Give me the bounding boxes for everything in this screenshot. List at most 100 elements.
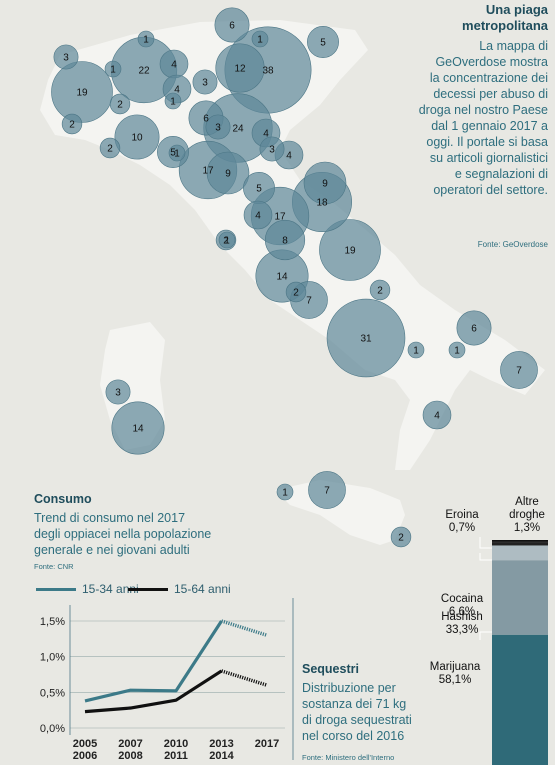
bubble-label: 17: [274, 212, 286, 223]
bubble-1: [251, 30, 269, 48]
bracket-hashish: [479, 631, 492, 640]
consumo-subtitle-line-3: generale e nei giovani adulti: [34, 543, 190, 557]
bubble-9: [303, 161, 347, 205]
series-projection-15-34: [220, 619, 268, 637]
bubble-6: [214, 7, 250, 43]
x-tick-label: 2008: [118, 750, 142, 762]
bubble-label: 14: [132, 424, 144, 435]
sicily-shape: [275, 480, 405, 545]
map-title-line1: Una piaga: [485, 2, 548, 17]
bubble-label: 12: [234, 64, 246, 75]
bubble-label: 24: [232, 124, 244, 135]
bubble-7: [500, 351, 538, 389]
bubble-31: [326, 298, 406, 378]
bubble-label: 3: [269, 145, 275, 156]
bubble-8: [264, 219, 306, 261]
map-title-line2: metropolitana: [462, 18, 548, 33]
bubble-label: 4: [263, 129, 269, 140]
bubble-label: 4: [286, 151, 292, 162]
map-description-line-5: droga nel nostro Paese: [418, 103, 548, 117]
bubble-label: 2: [117, 100, 123, 111]
bubble-19: [319, 219, 381, 281]
map-title: Una piaga metropolitana: [462, 2, 548, 34]
bubble-3: [192, 69, 218, 95]
y-tick-label: 0,5%: [40, 687, 65, 699]
legend-label-15-34: 15-34 anni: [82, 582, 139, 596]
bubble-2: [109, 93, 131, 115]
bubble-2: [390, 526, 412, 548]
x-tick-label: 2017: [255, 738, 279, 750]
bubble-label: 14: [276, 272, 288, 283]
bubble-2: [61, 113, 83, 135]
bubble-label: 3: [63, 53, 69, 64]
bar-segment-marijuana: [492, 634, 548, 765]
bubble-label: 3: [202, 78, 208, 89]
bubble-label: 1: [257, 35, 263, 46]
map-description-line-10: operatori del settore.: [433, 183, 548, 197]
bar-segment-cocaina: [492, 545, 548, 561]
series-line-15-64: [84, 669, 223, 714]
bubble-label: 5: [170, 148, 176, 159]
x-tick-label: 2014: [209, 750, 234, 762]
x-tick-label: 2006: [73, 750, 97, 762]
bar-value-label: 6,6%: [449, 606, 475, 618]
legend-swatch-black: [128, 587, 168, 591]
sequestri-source: Fonte: Ministero dell'Interno: [302, 753, 395, 762]
sequestri-subtitle-line-1: Distribuzione per: [302, 681, 396, 695]
bubble-12: [215, 43, 265, 93]
bubble-14: [111, 401, 165, 455]
map-description-line-3: la concentrazione dei: [429, 71, 548, 85]
bracket-cocaina: [479, 553, 492, 561]
bubble-label: 1: [170, 97, 176, 108]
consumo-title: Consumo: [34, 492, 92, 506]
legend-label-15-64: 15-64 anni: [174, 582, 231, 596]
bar-segment-hashish: [492, 560, 548, 635]
map-description-line-9: e segnalazioni di: [454, 167, 548, 181]
bubble-label: 6: [471, 324, 477, 335]
bubble-label: 3: [215, 123, 221, 134]
bar-category-label-2: droghe: [509, 509, 545, 521]
bar-category-label: Marijuana: [430, 661, 481, 673]
sequestri-subtitle-line-2: sostanza dei 71 kg: [302, 697, 407, 711]
bubble-label: 4: [255, 211, 261, 222]
bubble-label: 10: [131, 133, 143, 144]
bubble-label: 1: [143, 35, 149, 46]
bubble-label: 1: [224, 236, 230, 247]
bubble-label: 9: [225, 169, 231, 180]
bubble-label: 1: [110, 65, 116, 76]
bubble-1: [448, 341, 466, 359]
bar-segment-eroina: [492, 541, 548, 543]
bubble-label: 2: [223, 236, 229, 247]
bar-value-label: 0,7%: [449, 522, 475, 534]
bubble-label: 19: [344, 246, 356, 257]
series-line-15-34: [84, 620, 223, 703]
consumo-subtitle-line-1: Trend di consumo nel 2017: [34, 511, 186, 525]
bubble-label: 2: [69, 120, 75, 131]
bubble-2: [99, 137, 121, 159]
bar-category-label: Hashish: [441, 611, 483, 623]
sequestri-subtitle-line-4: nel corso del 2016: [302, 729, 405, 743]
bubble-4: [422, 400, 452, 430]
bubble-5: [307, 26, 339, 58]
bubble-1: [164, 92, 182, 110]
bubble-label: 1: [454, 346, 460, 357]
bubble-label: 2: [377, 286, 383, 297]
x-tick-label: 2013: [209, 738, 233, 750]
bubble-label: 6: [229, 21, 235, 32]
bubble-label: 2: [398, 533, 404, 544]
legend-15-64: 15-64 anni: [128, 582, 231, 596]
bubble-1: [407, 341, 425, 359]
bar-category-label: Altre: [515, 496, 539, 508]
bubble-label: 1: [413, 346, 419, 357]
bubble-10: [114, 114, 160, 160]
map-source: Fonte: GeOverdose: [477, 240, 548, 249]
bubble-label: 7: [324, 486, 330, 497]
x-tick-label: 2005: [73, 738, 97, 750]
y-tick-label: 0,0%: [40, 723, 65, 735]
bracket-eroina: [479, 537, 492, 549]
legend-swatch-teal: [36, 587, 76, 591]
